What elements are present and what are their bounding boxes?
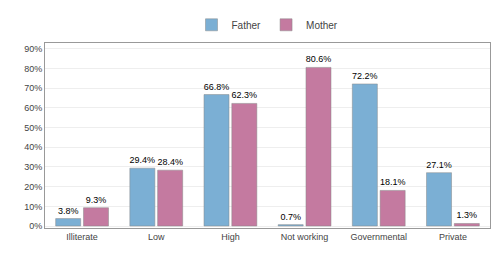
svg-text:20%: 20% [24,182,42,192]
svg-text:40%: 40% [24,142,42,152]
svg-text:1.3%: 1.3% [457,210,478,220]
svg-text:Mother: Mother [306,20,338,31]
svg-text:66.8%: 66.8% [204,82,230,92]
svg-text:Father: Father [232,20,262,31]
svg-text:Illiterate: Illiterate [66,232,98,242]
svg-text:Governmental: Governmental [350,232,407,242]
svg-text:60%: 60% [24,103,42,113]
svg-text:Low: Low [148,232,165,242]
svg-text:62.3%: 62.3% [232,90,258,100]
svg-text:3.8%: 3.8% [58,206,79,216]
svg-text:High: High [221,232,240,242]
svg-text:28.4%: 28.4% [157,157,183,167]
svg-text:Private: Private [439,232,467,242]
svg-text:0%: 0% [29,221,42,231]
svg-text:29.4%: 29.4% [130,155,156,165]
svg-text:70%: 70% [24,83,42,93]
svg-text:Not working: Not working [281,232,329,242]
svg-text:10%: 10% [24,202,42,212]
svg-text:30%: 30% [24,162,42,172]
svg-text:80%: 80% [24,64,42,74]
svg-text:80.6%: 80.6% [306,54,332,64]
svg-text:72.2%: 72.2% [352,71,378,81]
svg-text:90%: 90% [24,44,42,54]
svg-text:9.3%: 9.3% [86,195,107,205]
svg-text:50%: 50% [24,123,42,133]
svg-text:0.7%: 0.7% [280,212,301,222]
svg-text:27.1%: 27.1% [426,160,452,170]
svg-text:18.1%: 18.1% [380,177,406,187]
